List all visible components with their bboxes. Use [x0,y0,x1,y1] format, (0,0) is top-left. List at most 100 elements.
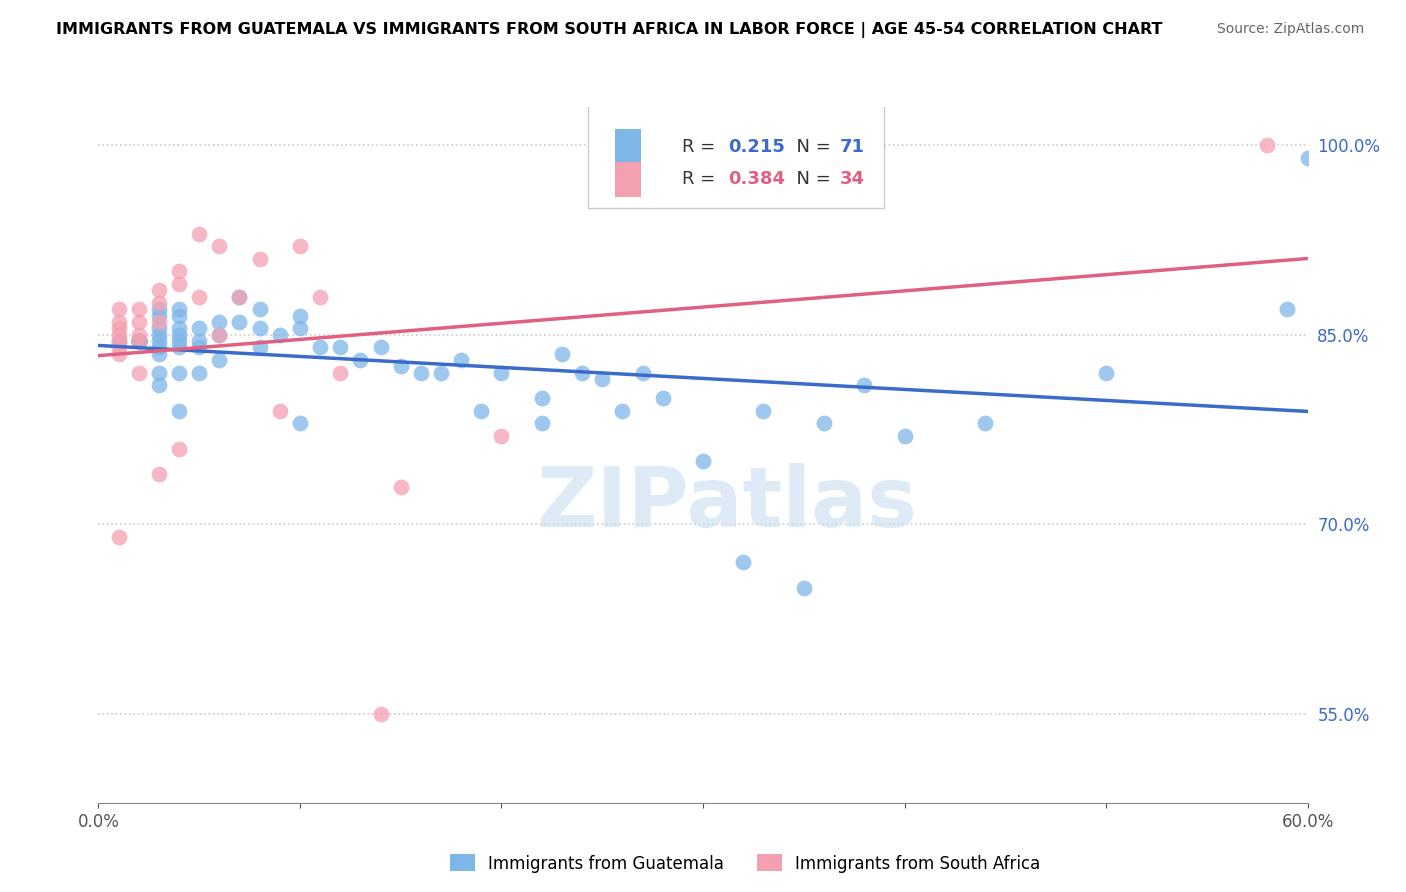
Point [1095,366,1118,380]
Point [188,321,211,335]
Point [269,327,291,342]
Point [148,347,170,361]
Point [733,556,755,570]
Point [107,347,129,361]
Point [167,302,190,317]
Point [450,353,472,368]
Point [148,378,170,392]
Point [813,417,835,431]
Point [631,366,654,380]
Point [530,417,553,431]
Point [288,239,311,253]
Point [128,334,150,348]
Point [148,296,170,310]
Point [692,454,714,468]
Point [148,327,170,342]
Point [309,340,332,354]
Point [167,442,190,456]
Point [148,302,170,317]
Point [249,302,271,317]
Point [128,366,150,380]
Point [167,264,190,278]
Point [470,403,492,417]
Point [188,290,211,304]
Point [491,366,513,380]
Point [107,321,129,335]
Text: 71: 71 [839,137,865,156]
Text: 34: 34 [839,170,865,188]
Point [329,340,352,354]
Point [853,378,876,392]
Point [208,239,231,253]
Point [107,530,129,544]
Point [329,366,352,380]
Text: IMMIGRANTS FROM GUATEMALA VS IMMIGRANTS FROM SOUTH AFRICA IN LABOR FORCE | AGE 4: IMMIGRANTS FROM GUATEMALA VS IMMIGRANTS … [56,22,1163,38]
Point [188,340,211,354]
Text: 0.215: 0.215 [728,137,786,156]
Point [793,581,815,595]
Point [288,321,311,335]
Point [128,334,150,348]
Point [148,467,170,481]
Point [128,327,150,342]
Text: Source: ZipAtlas.com: Source: ZipAtlas.com [1216,22,1364,37]
Point [752,403,775,417]
Point [249,252,271,266]
Point [128,334,150,348]
Point [167,321,190,335]
Point [188,227,211,241]
Point [128,334,150,348]
Point [208,315,231,329]
Point [349,353,371,368]
Point [128,315,150,329]
Point [148,321,170,335]
Point [269,403,291,417]
Point [148,334,170,348]
Point [128,334,150,348]
Point [1277,302,1299,317]
Point [107,334,129,348]
Point [288,417,311,431]
Point [491,429,513,443]
Point [249,321,271,335]
Point [167,327,190,342]
Point [128,334,150,348]
Point [893,429,915,443]
Point [389,359,412,374]
Point [148,284,170,298]
Point [974,417,997,431]
Point [107,302,129,317]
Text: ZIPatlas: ZIPatlas [537,463,918,544]
Point [208,327,231,342]
Point [167,334,190,348]
Text: 0.384: 0.384 [728,170,786,188]
Point [551,347,574,361]
Point [188,334,211,348]
Point [228,315,250,329]
Point [228,290,250,304]
FancyBboxPatch shape [614,129,641,164]
Point [128,302,150,317]
Point [188,366,211,380]
Point [167,366,190,380]
Text: R =: R = [682,170,721,188]
Point [530,391,553,405]
Point [571,366,593,380]
Point [228,290,250,304]
Point [148,309,170,323]
Point [128,334,150,348]
Point [128,334,150,348]
Point [128,334,150,348]
Point [148,340,170,354]
Point [167,403,190,417]
Point [591,372,613,386]
FancyBboxPatch shape [588,100,884,208]
Point [409,366,432,380]
Point [107,327,129,342]
Point [107,334,129,348]
Point [370,707,392,722]
FancyBboxPatch shape [614,162,641,197]
Point [208,353,231,368]
Point [107,340,129,354]
Legend: Immigrants from Guatemala, Immigrants from South Africa: Immigrants from Guatemala, Immigrants fr… [443,847,1047,880]
